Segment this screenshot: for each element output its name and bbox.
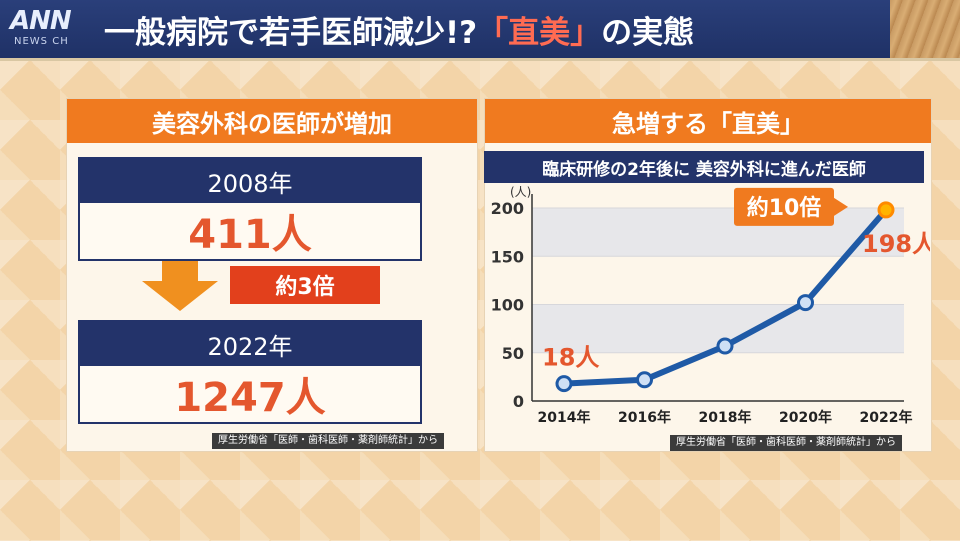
y-tick-label: 100 <box>491 296 524 315</box>
year-box-2022: 2022年 1247人 <box>78 320 422 424</box>
logo-main: ANN <box>10 6 72 36</box>
data-point <box>636 371 653 389</box>
y-tick-label: 200 <box>491 199 524 218</box>
down-arrow-icon <box>142 261 218 311</box>
data-point-highlight <box>877 201 895 219</box>
right-panel-title: 急増する「直美」 <box>485 99 931 143</box>
x-tick-label: 2016年 <box>618 409 671 426</box>
data-label-first: 18人 <box>542 344 599 372</box>
y-axis-unit-label: (人) <box>510 185 531 199</box>
data-point <box>555 375 573 393</box>
logo-sub: NEWS CH <box>14 36 69 47</box>
callout-pointer <box>834 197 848 216</box>
headline-accent: 「直美」 <box>477 14 602 51</box>
count-2008: 411人 <box>188 212 312 258</box>
y-tick-label: 0 <box>513 392 524 411</box>
year-box-2008: 2008年 411人 <box>78 157 422 261</box>
y-tick-label: 150 <box>491 247 524 266</box>
ann-news-logo: ANN NEWS CH <box>8 6 104 50</box>
x-tick-label: 2014年 <box>538 409 591 426</box>
left-source-note: 厚生労働省「医師・歯科医師・薬剤師統計」から <box>212 433 444 449</box>
left-panel-title: 美容外科の医師が増加 <box>67 99 477 143</box>
callout-label: 約10倍 <box>747 195 822 221</box>
x-tick-label: 2018年 <box>699 409 752 426</box>
data-label-last: 198人 <box>862 230 930 258</box>
year-label-2008: 2008年 <box>80 159 420 203</box>
wood-decoration <box>890 0 960 58</box>
data-point <box>797 294 814 312</box>
y-tick-label: 50 <box>502 344 524 363</box>
right-source-note: 厚生労働省「医師・歯科医師・薬剤師統計」から <box>670 435 902 451</box>
count-2022: 1247人 <box>174 375 326 421</box>
line-chart: (人) 0 50 100 150 200 2014年 2016年 2018年 2020年 2022年… <box>491 185 930 426</box>
ratio-badge: 約3倍 <box>230 266 380 304</box>
x-tick-label: 2020年 <box>779 409 832 426</box>
headline-main: 一般病院で若手医師減少!? <box>104 14 478 51</box>
page-title: 一般病院で若手医師減少!? 「直美」 の実態 <box>104 8 695 51</box>
headline-bar: ANN NEWS CH 一般病院で若手医師減少!? 「直美」 の実態 <box>0 0 960 61</box>
x-tick-label: 2022年 <box>860 409 913 426</box>
headline-tail: の実態 <box>601 14 695 51</box>
year-label-2022: 2022年 <box>80 322 420 366</box>
data-point <box>716 337 734 355</box>
callout-badge <box>734 187 834 226</box>
grid-band <box>532 208 904 257</box>
chart-subtitle: 臨床研修の2年後に 美容外科に進んだ医師 <box>484 151 924 183</box>
